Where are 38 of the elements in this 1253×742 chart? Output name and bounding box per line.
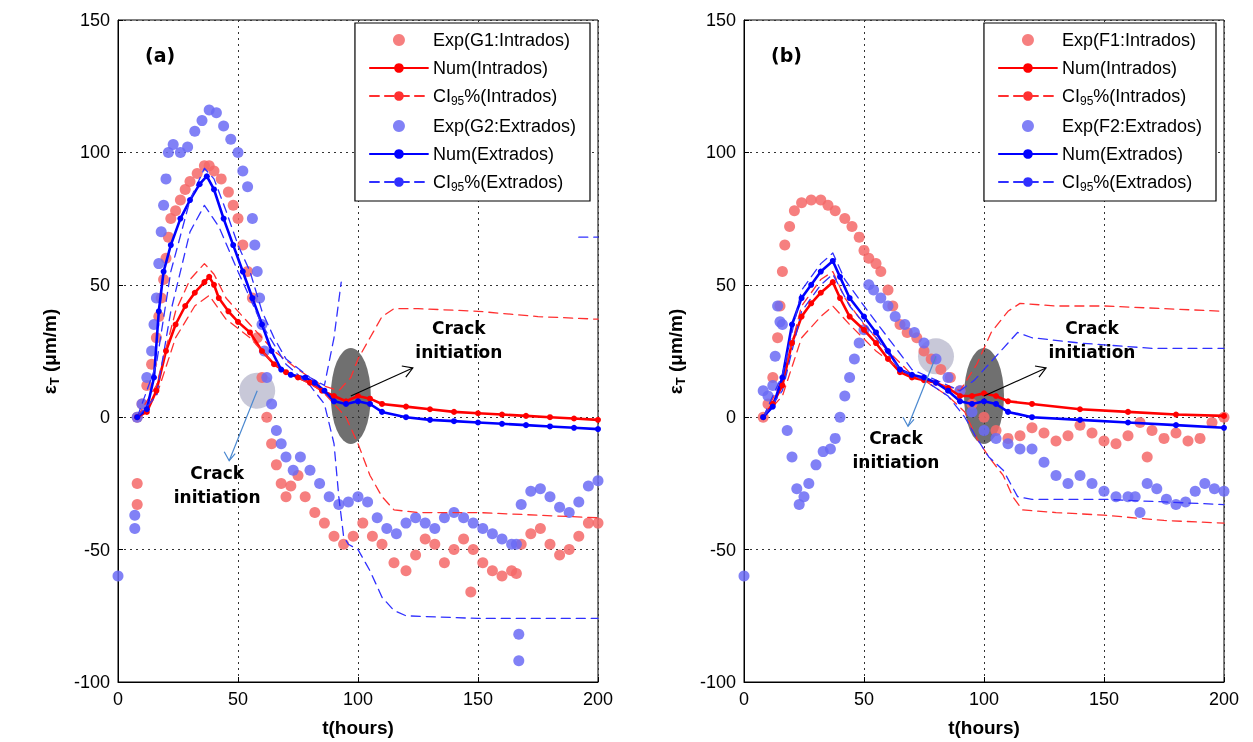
- x-axis-title: t(hours): [322, 717, 394, 738]
- x-tick-label: 150: [1088, 689, 1120, 709]
- x-tick-label: 0: [112, 689, 124, 709]
- legend-label: Num(Intrados): [1061, 58, 1177, 78]
- y-tick-label: 150: [705, 10, 736, 30]
- y-tick-label: 50: [89, 274, 110, 295]
- x-tick-label: 100: [342, 689, 374, 709]
- y-tick-label: -50: [709, 539, 736, 560]
- y-tick-label: 100: [79, 142, 110, 163]
- y-tick-label: -50: [83, 539, 110, 560]
- legend-label: Exp(F2:Extrados): [1061, 116, 1202, 136]
- y-tick-label: 50: [715, 274, 736, 295]
- y-tick-label: -100: [699, 672, 736, 692]
- y-tick-label: 150: [79, 10, 110, 30]
- y-tick-label: 100: [705, 142, 736, 163]
- annotation: Crack initiation: [852, 428, 940, 473]
- y-tick-label: 0: [99, 407, 110, 428]
- legend-label: Num(Extrados): [432, 144, 554, 164]
- annotation: Crack initiation: [1048, 318, 1136, 363]
- x-tick-label: 0: [738, 689, 750, 709]
- x-tick-label: 50: [853, 689, 875, 709]
- x-axis-title: t(hours): [948, 717, 1020, 738]
- text: (a): [145, 43, 176, 66]
- annotation: Crack initiation: [173, 462, 261, 507]
- x-tick-label: 200: [1208, 689, 1240, 709]
- annotation: Crack initiation: [415, 318, 503, 363]
- legend-label: Num(Intrados): [432, 58, 548, 78]
- y-tick-label: 0: [725, 407, 736, 428]
- legend-label: Num(Extrados): [1061, 144, 1183, 164]
- legend-label: Exp(F1:Intrados): [1061, 30, 1197, 50]
- x-tick-label: 200: [582, 689, 614, 709]
- legend-label: Exp(G2:Extrados): [432, 116, 577, 136]
- text: (b): [771, 43, 802, 66]
- legend-label: Exp(G1:Intrados): [432, 30, 571, 50]
- y-tick-label: -100: [73, 672, 110, 692]
- x-tick-label: 50: [227, 689, 249, 709]
- x-tick-label: 150: [462, 689, 494, 709]
- x-tick-label: 100: [968, 689, 1000, 709]
